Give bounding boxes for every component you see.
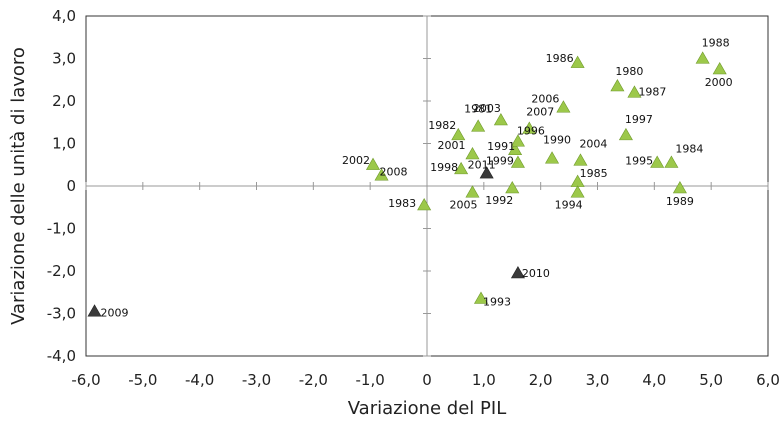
data-point-2008 — [374, 168, 389, 181]
point-label-2000: 2000 — [705, 76, 733, 89]
data-points — [87, 51, 727, 317]
y-tick-label: 2,0 — [52, 92, 76, 110]
x-tick-label: 6,0 — [756, 371, 780, 389]
point-label-1995: 1995 — [625, 155, 653, 168]
data-point-2007 — [522, 121, 537, 134]
data-point-1986 — [570, 55, 585, 68]
data-point-1996 — [510, 134, 525, 147]
point-label-2010: 2010 — [522, 267, 550, 280]
x-tick-labels: -6,0 -5,0 -4,0 -3,0 -2,0 -1,0 0 1,0 2,0 3,0 4,0 5,0… — [71, 371, 780, 389]
x-tick-label: 4,0 — [642, 371, 666, 389]
x-tick-label: -5,0 — [128, 371, 157, 389]
point-label-1992: 1992 — [485, 194, 513, 207]
data-point-1989 — [672, 181, 687, 194]
point-label-2001: 2001 — [437, 139, 465, 152]
point-label-1983: 1983 — [388, 197, 416, 210]
data-point-2006 — [556, 100, 571, 113]
data-point-1990 — [545, 151, 560, 164]
point-label-2009: 2009 — [101, 306, 129, 319]
data-point-2005 — [465, 185, 480, 198]
data-point-1994 — [570, 185, 585, 198]
data-point-1984 — [664, 155, 679, 168]
data-point-1987 — [627, 85, 642, 98]
data-point-1980 — [610, 79, 625, 92]
point-label-1987: 1987 — [638, 86, 666, 99]
data-point-1995 — [650, 155, 665, 168]
point-label-1989: 1989 — [666, 195, 694, 208]
data-point-2011 — [479, 166, 494, 179]
point-label-1997: 1997 — [625, 113, 653, 126]
y-tick-label: -3,0 — [47, 305, 76, 323]
y-tick-label: -2,0 — [47, 262, 76, 280]
x-tick-label: 2,0 — [529, 371, 553, 389]
data-point-1992 — [505, 181, 520, 194]
point-labels: 1981 1982 1983 1984 1985 1986 1987 1988 1989 1990… — [101, 37, 733, 320]
point-label-1996: 1996 — [517, 124, 545, 137]
data-point-1993 — [473, 291, 489, 304]
point-label-1990: 1990 — [543, 133, 571, 146]
data-point-1983 — [417, 198, 432, 211]
point-label-2008: 2008 — [380, 165, 408, 178]
y-axis-title: Variazione delle unità di lavoro — [8, 47, 29, 325]
ticks — [85, 15, 769, 357]
point-label-1998: 1998 — [430, 161, 458, 174]
data-point-1981 — [471, 119, 486, 132]
data-point-1998 — [454, 161, 469, 175]
point-label-1999: 1999 — [486, 155, 514, 168]
x-tick-label: -4,0 — [185, 371, 214, 389]
point-label-2005: 2005 — [449, 198, 477, 211]
data-point-2009 — [87, 304, 102, 317]
data-point-1999 — [510, 155, 525, 168]
point-label-1986: 1986 — [546, 52, 574, 65]
x-tick-label: 3,0 — [586, 371, 610, 389]
y-tick-label: -1,0 — [47, 220, 76, 238]
y-tick-label: 4,0 — [52, 7, 76, 25]
point-label-1993: 1993 — [483, 296, 511, 309]
x-tick-label: -3,0 — [242, 371, 271, 389]
data-point-1997 — [618, 127, 633, 141]
y-tick-label: 1,0 — [52, 135, 76, 153]
x-tick-label: 1,0 — [472, 371, 496, 389]
point-label-2002: 2002 — [342, 154, 370, 167]
point-label-1982: 1982 — [428, 119, 456, 132]
point-label-1988: 1988 — [702, 37, 730, 50]
data-point-2010 — [510, 266, 525, 279]
x-tick-label: -6,0 — [71, 371, 100, 389]
data-point-2003 — [493, 113, 508, 126]
point-label-2007: 2007 — [526, 106, 554, 119]
y-tick-label: 0 — [66, 177, 76, 195]
x-tick-label: 0 — [422, 371, 432, 389]
data-point-2002 — [365, 157, 381, 170]
point-label-2004: 2004 — [579, 138, 607, 151]
point-label-1984: 1984 — [675, 143, 703, 156]
data-point-2000 — [712, 62, 727, 75]
data-point-1982 — [451, 127, 466, 141]
x-axis-title: Variazione del PIL — [348, 398, 506, 419]
x-tick-label: -2,0 — [299, 371, 328, 389]
x-tick-label: 5,0 — [699, 371, 723, 389]
x-tick-label: -1,0 — [356, 371, 385, 389]
y-tick-labels: -4,0 -3,0 -2,0 -1,0 0 1,0 2,0 3,0 4,0 — [47, 7, 76, 365]
data-point-2004 — [573, 153, 588, 166]
point-label-1994: 1994 — [555, 198, 583, 211]
y-tick-label: 3,0 — [52, 50, 76, 68]
y-tick-label: -4,0 — [47, 347, 76, 365]
data-point-1988 — [695, 51, 710, 64]
point-label-2011: 2011 — [468, 158, 496, 171]
data-point-1991 — [508, 142, 523, 156]
point-label-2003: 2003 — [473, 102, 501, 115]
point-label-1981: 1981 — [464, 103, 492, 116]
point-label-1980: 1980 — [615, 65, 643, 78]
data-point-2001 — [465, 147, 480, 160]
point-label-1991: 1991 — [487, 140, 515, 153]
point-label-1985: 1985 — [580, 167, 608, 180]
point-label-2006: 2006 — [531, 92, 559, 105]
